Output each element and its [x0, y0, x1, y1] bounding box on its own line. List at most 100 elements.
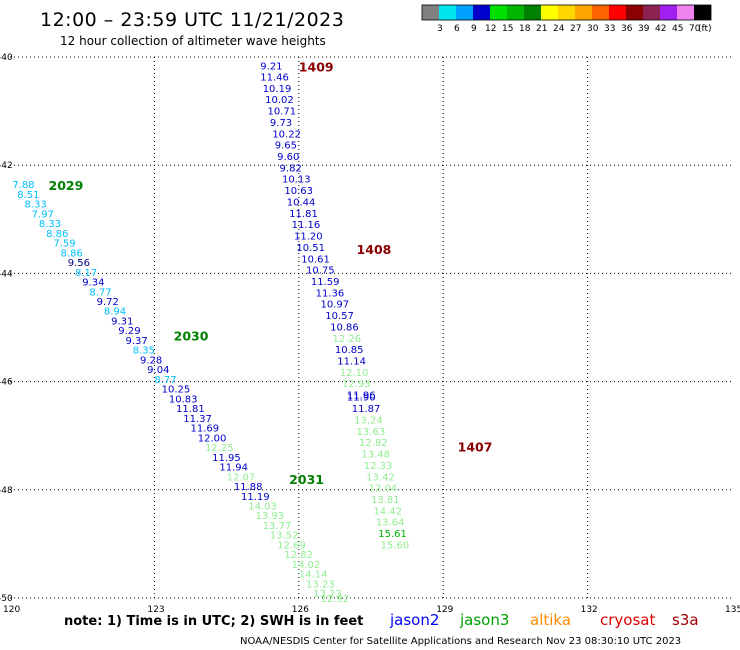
chart-subtitle: 12 hour collection of altimeter wave hei…	[60, 34, 326, 48]
satellite-jason2: jason2	[389, 611, 439, 629]
wave-height-value: 12.07	[227, 472, 256, 483]
wave-height-value: 8.33	[24, 200, 46, 211]
legend-unit: (ft)	[698, 24, 712, 34]
track-number: 2029	[49, 178, 84, 193]
wave-height-value: 10.44	[287, 197, 316, 208]
wave-height-value: 9.56	[68, 258, 90, 269]
wave-height-value: 12.69	[277, 540, 306, 551]
track-number: 1407	[458, 440, 493, 455]
x-tick-label: 123	[147, 605, 164, 615]
legend-threshold: 30	[587, 24, 599, 34]
legend-threshold: 42	[655, 24, 666, 34]
wave-height-value: 11.16	[292, 220, 321, 231]
legend-swatch	[609, 5, 626, 20]
wave-height-value: 10.02	[265, 95, 294, 106]
wave-height-value: 13.23	[313, 589, 342, 600]
legend-swatch	[439, 5, 456, 20]
satellite-legend: jason2 jason3 altika cryosat s3a	[389, 611, 699, 629]
legend-border	[421, 4, 712, 21]
wave-height-value: 12.82	[359, 438, 388, 449]
wave-height-value: 7.88	[12, 180, 34, 191]
satellite-altika: altika	[530, 611, 571, 629]
legend-threshold: 9	[471, 24, 477, 34]
satellite-s3a: s3a	[672, 611, 699, 629]
wave-height-value: 11.95	[212, 453, 241, 464]
legend-threshold: 12	[485, 24, 496, 34]
wave-height-value: 11.88	[234, 482, 263, 493]
x-tick-label: 120	[3, 605, 20, 615]
wave-height-value: 11.94	[219, 463, 248, 474]
legend-swatch	[592, 5, 609, 20]
y-tick-label: -40	[0, 53, 13, 63]
wave-height-value: 9.60	[277, 152, 299, 163]
legend-swatch	[575, 5, 592, 20]
legend-swatch	[694, 5, 711, 20]
legend-swatch	[677, 5, 694, 20]
legend-swatch	[626, 5, 643, 20]
wave-height-labels: 9.2111.4610.1910.0210.719.7310.229.659.6…	[12, 62, 409, 605]
track-number: 2030	[174, 329, 209, 344]
wave-height-value: 11.36	[316, 288, 345, 299]
wave-height-value: 11.20	[294, 232, 323, 243]
legend-swatch	[490, 5, 507, 20]
wave-height-value: 11.81	[289, 209, 318, 220]
wave-height-value: 12.26	[332, 334, 361, 345]
wave-height-value: 13.64	[376, 518, 405, 529]
wave-height-value: 9.82	[280, 163, 302, 174]
wave-height-value: 9.29	[118, 326, 140, 337]
legend-threshold: 18	[519, 24, 531, 34]
wave-height-value: 11.96	[347, 391, 376, 402]
legend-threshold: 15	[502, 24, 513, 34]
wave-height-value: 12.33	[364, 461, 393, 472]
wave-height-value: 9.28	[140, 355, 162, 366]
wave-height-value: 14.02	[292, 560, 321, 571]
wave-height-value: 9.21	[260, 62, 282, 73]
wave-height-value: 8.94	[104, 307, 126, 318]
wave-height-value: 13.63	[357, 427, 386, 438]
wave-height-value: 9.37	[126, 336, 148, 347]
track-number: 1409	[299, 60, 334, 75]
legend-threshold: 21	[536, 24, 547, 34]
legend-threshold: 36	[621, 24, 633, 34]
legend-swatch	[507, 5, 524, 20]
wave-height-value: 10.85	[335, 345, 364, 356]
wave-height-value: 14.42	[373, 506, 402, 517]
wave-height-value: 15.61	[378, 529, 407, 540]
wave-height-value: 13.48	[361, 450, 390, 461]
legend-threshold: 24	[553, 24, 565, 34]
wave-height-value: 11.37	[183, 414, 212, 425]
wave-height-value: 10.13	[282, 175, 311, 186]
wave-height-value: 13.81	[371, 495, 400, 506]
legend-swatch	[473, 5, 490, 20]
wave-height-value: 8.86	[46, 229, 68, 240]
legend-threshold: 27	[570, 24, 581, 34]
track-labels: 1409 1408 1407 2029 2030 2031	[49, 60, 493, 487]
legend-threshold: 6	[454, 24, 460, 34]
y-tick-label: -44	[0, 269, 13, 279]
wave-height-value: 14.14	[299, 570, 328, 581]
footer-note: note: 1) Time is in UTC; 2) SWH is in fe…	[64, 614, 363, 629]
wave-height-value: 11.69	[191, 424, 220, 435]
track-number: 1408	[357, 242, 392, 257]
wave-height-value: 13.24	[354, 415, 383, 426]
legend-threshold: 33	[604, 24, 615, 34]
wave-height-value: 12.25	[205, 443, 234, 454]
legend-threshold: 70	[689, 24, 701, 34]
plot-grid	[10, 56, 732, 599]
wave-height-value: 8.77	[154, 375, 176, 386]
wave-height-value: 10.63	[284, 186, 313, 197]
wave-height-value: 11.87	[352, 404, 381, 415]
legend-threshold: 45	[672, 24, 683, 34]
wave-height-value: 9.72	[97, 297, 119, 308]
wave-height-value: 9.65	[275, 141, 297, 152]
wave-height-value: 9.73	[270, 118, 292, 129]
wave-height-value: 14.03	[248, 501, 277, 512]
wave-height-value: 13.42	[366, 472, 395, 483]
wave-height-value: 11.46	[260, 72, 289, 83]
footer-credit: NOAA/NESDIS Center for Satellite Applica…	[240, 636, 681, 647]
wave-height-value: 7.59	[53, 239, 75, 250]
wave-height-value: 9.31	[111, 316, 133, 327]
wave-height-value: 12.10	[340, 368, 369, 379]
y-tick-label: -42	[0, 161, 13, 171]
